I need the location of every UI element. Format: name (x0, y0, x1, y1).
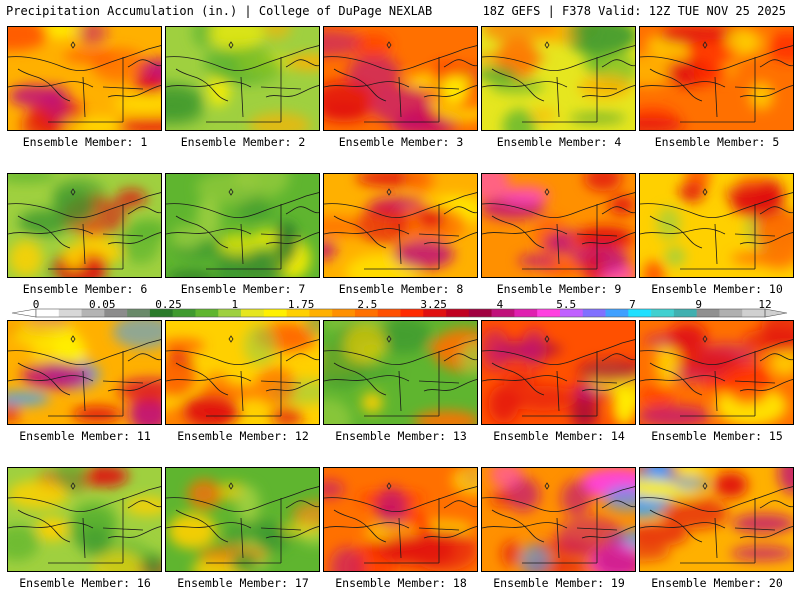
colorbar-segment (309, 309, 333, 317)
colorbar-segment (423, 309, 447, 317)
ensemble-map-13 (323, 320, 478, 425)
ensemble-map-17 (165, 467, 320, 572)
ensemble-map-20 (639, 467, 794, 572)
ensemble-member-label: Ensemble Member: 4 (496, 135, 622, 149)
run-valid-time: 18Z GEFS | F378 Valid: 12Z TUE NOV 25 20… (482, 4, 786, 18)
ensemble-map-16 (7, 467, 162, 572)
ensemble-member-label: Ensemble Member: 3 (338, 135, 464, 149)
ensemble-member-label: Ensemble Member: 15 (651, 429, 783, 443)
ensemble-map-4 (481, 26, 636, 131)
ensemble-member-label: Ensemble Member: 8 (338, 282, 464, 296)
colorbar-tick-label: 3.25 (420, 298, 447, 311)
colorbar-segment (263, 309, 287, 317)
ensemble-member-label: Ensemble Member: 12 (177, 429, 309, 443)
ensemble-member-label: Ensemble Member: 5 (654, 135, 780, 149)
colorbar-segment (673, 309, 697, 317)
colorbar-segment (537, 309, 561, 317)
ensemble-map-6 (7, 173, 162, 278)
ensemble-member-label: Ensemble Member: 19 (493, 576, 625, 590)
ensemble-map-19 (481, 467, 636, 572)
colorbar-tick-label: 12 (758, 298, 772, 311)
colorbar-segment (514, 309, 538, 317)
ensemble-member-label: Ensemble Member: 18 (335, 576, 467, 590)
colorbar-segment (468, 309, 492, 317)
ensemble-map-15 (639, 320, 794, 425)
ensemble-member-label: Ensemble Member: 14 (493, 429, 625, 443)
colorbar-segment (651, 309, 675, 317)
colorbar-segment (605, 309, 629, 317)
colorbar-tick-label: 9 (695, 298, 703, 311)
precip-colorbar (0, 298, 800, 320)
colorbar-segment (696, 309, 720, 317)
ensemble-map-12 (165, 320, 320, 425)
colorbar-segment (742, 309, 766, 317)
colorbar-segment (81, 309, 105, 317)
colorbar-segment (58, 309, 82, 317)
ensemble-member-label: Ensemble Member: 10 (651, 282, 783, 296)
ensemble-member-label: Ensemble Member: 20 (651, 576, 783, 590)
ensemble-member-label: Ensemble Member: 17 (177, 576, 309, 590)
colorbar-segment (377, 309, 401, 317)
colorbar-segment (332, 309, 356, 317)
colorbar-segment (127, 309, 151, 317)
colorbar-tick-label: 5.5 (556, 298, 577, 311)
colorbar-tick-label: 0 (32, 298, 40, 311)
colorbar-segment (241, 309, 265, 317)
colorbar-segment (286, 309, 310, 317)
colorbar-tick-label: 0.25 (155, 298, 182, 311)
colorbar-tick-label: 4 (496, 298, 504, 311)
colorbar-tick-label: 1 (231, 298, 239, 311)
colorbar-segment (36, 309, 60, 317)
ensemble-map-2 (165, 26, 320, 131)
colorbar-tick-label: 2.5 (357, 298, 378, 311)
colorbar-segment (218, 309, 242, 317)
ensemble-map-11 (7, 320, 162, 425)
ensemble-map-1 (7, 26, 162, 131)
ensemble-map-3 (323, 26, 478, 131)
colorbar-segment (195, 309, 219, 317)
ensemble-member-label: Ensemble Member: 7 (180, 282, 306, 296)
ensemble-member-label: Ensemble Member: 13 (335, 429, 467, 443)
ensemble-map-10 (639, 173, 794, 278)
ensemble-member-label: Ensemble Member: 11 (19, 429, 151, 443)
colorbar-segment (149, 309, 173, 317)
ensemble-map-18 (323, 467, 478, 572)
colorbar-segment (400, 309, 424, 317)
colorbar-segment (559, 309, 584, 317)
colorbar-tick-label: 1.75 (287, 298, 315, 311)
colorbar-segment (446, 309, 470, 317)
colorbar-segment (354, 309, 379, 317)
ensemble-member-label: Ensemble Member: 2 (180, 135, 306, 149)
colorbar-segment (628, 309, 652, 317)
ensemble-map-8 (323, 173, 478, 278)
ensemble-map-9 (481, 173, 636, 278)
colorbar-segment (104, 309, 128, 317)
colorbar-segment (172, 309, 196, 317)
ensemble-map-7 (165, 173, 320, 278)
colorbar-segment (719, 309, 743, 317)
chart-title: Precipitation Accumulation (in.) | Colle… (6, 4, 433, 18)
ensemble-member-label: Ensemble Member: 9 (496, 282, 622, 296)
colorbar-segment (582, 309, 606, 317)
ensemble-map-14 (481, 320, 636, 425)
colorbar-tick-label: 7 (629, 298, 636, 311)
ensemble-member-label: Ensemble Member: 1 (22, 135, 148, 149)
colorbar-segment (491, 309, 515, 317)
ensemble-map-5 (639, 26, 794, 131)
ensemble-member-label: Ensemble Member: 16 (19, 576, 151, 590)
ensemble-member-label: Ensemble Member: 6 (22, 282, 148, 296)
colorbar-tick-label: 0.05 (89, 298, 116, 311)
